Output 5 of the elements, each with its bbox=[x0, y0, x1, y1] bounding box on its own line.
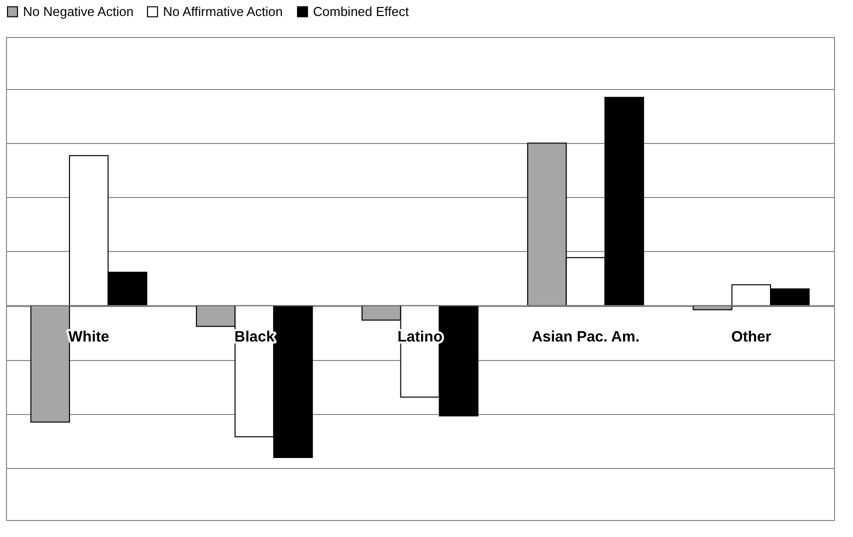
legend-label: No Negative Action bbox=[23, 4, 134, 19]
legend-label: Combined Effect bbox=[313, 4, 410, 19]
legend-label: No Affirmative Action bbox=[163, 4, 283, 19]
x-tick-label: Asian Pac. Am. bbox=[532, 328, 640, 346]
x-tick-label: Other bbox=[731, 328, 772, 346]
